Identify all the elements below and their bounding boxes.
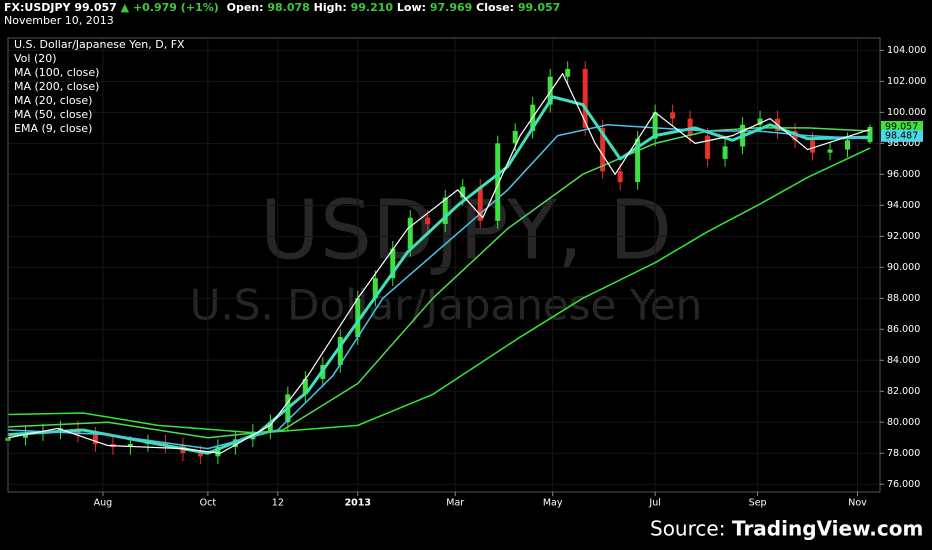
low-label: Low: [397,1,426,14]
source: TradingView.com [732,517,923,541]
price-tag-label: 99.057 [885,121,918,132]
date: November 10, 2013 [4,14,114,27]
ma-line [7,127,871,439]
candle-body [705,135,711,159]
candle-body [687,118,693,136]
open-label: Open: [227,1,264,14]
candle-body [355,298,361,338]
candle-body [547,76,553,105]
low: 97.969 [430,1,472,14]
candle-body [757,118,763,125]
change: +0.979 (+1%) [133,1,219,14]
y-tick-label: 98.000 [887,138,920,149]
candle-body [337,337,343,365]
header: FX:USDJPY 99.057 ▲ +0.979 (+1%) Open: 98… [4,1,560,14]
y-tick-label: 76.000 [887,479,920,490]
ma-line [7,124,871,450]
candle-body [390,248,396,279]
candle-body [92,434,98,444]
y-tick-label: 90.000 [887,262,920,273]
x-tick-label: Aug [94,498,113,509]
x-tick-label: Sep [749,498,767,509]
y-tick-label: 78.000 [887,448,920,459]
y-tick-label: 84.000 [887,355,920,366]
plot-area [5,38,880,492]
price-tag [881,129,923,142]
candle-body [22,433,28,438]
ma-line [7,73,871,454]
y-tick-label: 82.000 [887,386,920,397]
candle-body [460,186,466,198]
candle-body [722,146,728,159]
open: 98.078 [267,1,309,14]
plot-border [7,37,881,493]
y-tick-label: 96.000 [887,169,920,180]
candle-body [600,127,606,172]
ma-line [7,147,871,434]
y-tick-label: 102.000 [887,76,926,87]
high: 99.210 [351,1,394,14]
candle-body [407,217,413,249]
candle-body [372,278,378,299]
legend-entry: MA (50, close) [14,108,92,121]
candle-body [302,378,308,395]
x-tick-label: May [543,498,563,509]
candle-body [267,422,273,432]
y-tick-label: 104.000 [887,45,926,56]
candle-body [670,112,676,119]
legend-volume: Vol (20) [14,52,57,65]
candle-body [565,68,571,77]
legend-title: U.S. Dollar/Japanese Yen, D, FX [14,38,185,51]
candle-body [477,186,483,221]
candle-body [442,197,448,224]
x-tick-label: 2013 [345,498,371,509]
y-tick-label: 88.000 [887,293,920,304]
candle-body [582,68,588,128]
high-label: High: [314,1,347,14]
legend-entry: MA (20, close) [14,94,92,107]
candle-body [425,217,431,224]
candle-body [827,149,833,153]
candle-body [652,112,658,139]
legend-entry: MA (100, close) [14,66,99,79]
y-tick-label: 86.000 [887,324,920,335]
last: 99.057 [74,1,116,14]
candle-body [215,447,221,457]
candle-body [867,126,873,143]
legend-entry: EMA (9, close) [14,122,92,135]
price-tag-label: 98.487 [885,130,918,141]
candle-body [127,443,133,448]
y-tick-label: 94.000 [887,200,920,211]
x-tick-label: Nov [848,498,867,509]
candle-body [495,143,501,221]
candle-body [635,138,641,183]
candle-body [512,130,518,144]
y-tick-label: 92.000 [887,231,920,242]
source-label: Source: [650,517,725,541]
legend-entry: MA (200, close) [14,80,99,93]
x-tick-label: Mar [446,498,464,509]
y-tick-label: 80.000 [887,417,920,428]
candle-body [845,140,851,150]
close: 99.057 [518,1,560,14]
close-label: Close: [476,1,514,14]
watermark: U.S. Dollar/Japanese Yen [190,281,703,330]
candle-body [197,453,203,457]
price-tag [881,120,923,133]
candle-body [617,171,623,183]
candle-body [810,140,816,153]
ma-line [7,95,871,455]
x-tick-label: Oct [200,498,217,509]
x-tick-label: Jul [648,498,660,509]
symbol: FX:USDJPY [4,1,72,14]
arrow: ▲ [121,1,130,14]
x-tick-label: 12 [272,498,284,509]
y-tick-label: 100.000 [887,107,926,118]
